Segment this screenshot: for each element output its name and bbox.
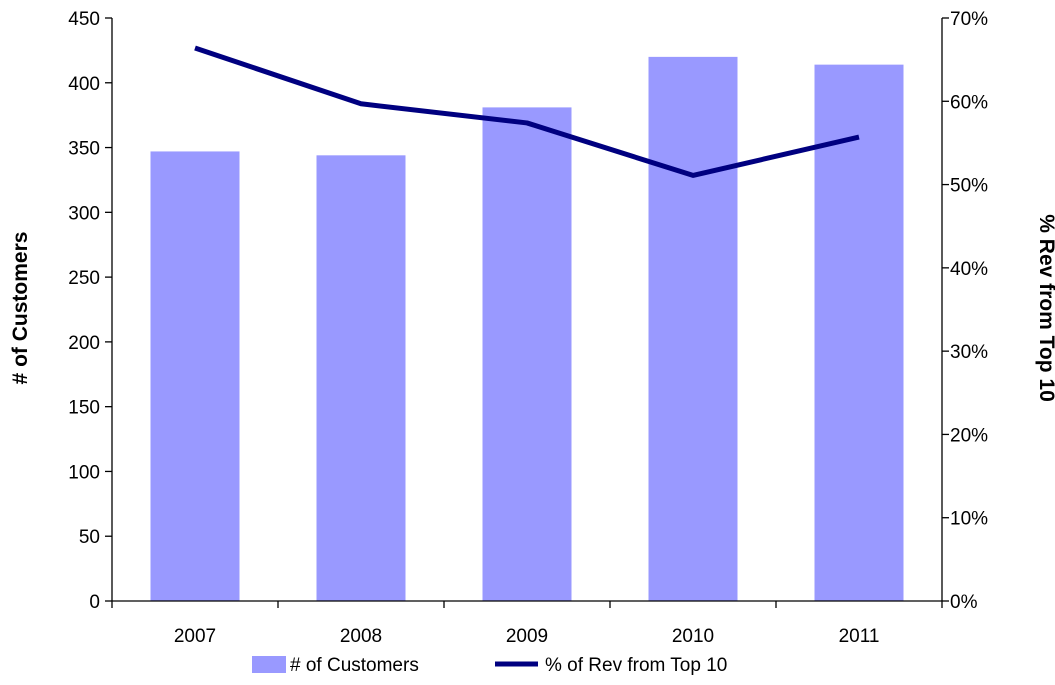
left-tick-label: 150 [68, 398, 100, 419]
right-axis-title: % Rev from Top 10 [1035, 214, 1055, 401]
line-series [194, 45, 860, 178]
right-tick-label: 0% [950, 592, 978, 613]
x-tick-label-2008: 2008 [340, 626, 382, 647]
left-tick-label: 450 [68, 9, 100, 30]
bar-2011 [814, 64, 904, 601]
bar-2010 [648, 56, 738, 602]
right-tick-label: 10% [950, 509, 988, 530]
bar-2009 [482, 107, 572, 601]
left-tick-label: 0 [89, 592, 100, 613]
right-tick-label: 20% [950, 425, 988, 446]
axes: 0 50 100 150 200 250 300 350 400 450 0% 10% 20% 30% 40… [68, 9, 988, 647]
right-tick-label: 60% [950, 92, 988, 113]
left-tick-label: 200 [68, 333, 100, 354]
left-tick-label: 300 [68, 203, 100, 224]
right-tick-label: 40% [950, 259, 988, 280]
x-tick-label-2010: 2010 [672, 626, 714, 647]
right-tick-label: 50% [950, 176, 988, 197]
legend-swatch-customers [252, 656, 286, 673]
left-tick-label: 350 [68, 139, 100, 160]
legend: # of Customers % of Rev from Top 10 [252, 655, 727, 676]
left-tick-label: 400 [68, 74, 100, 95]
x-tick-label-2011: 2011 [839, 626, 880, 647]
x-tick-label-2009: 2009 [506, 626, 548, 647]
bar-series [150, 56, 904, 602]
legend-label-customers: # of Customers [290, 655, 419, 676]
left-tick-label: 250 [68, 268, 100, 289]
left-tick-label: 100 [68, 462, 100, 483]
bar-2007 [150, 151, 240, 602]
x-tick-label-2007: 2007 [174, 626, 216, 647]
right-tick-label: 70% [950, 9, 988, 30]
legend-label-rev: % of Rev from Top 10 [545, 655, 727, 676]
bar-2008 [316, 155, 406, 601]
left-axis-title: # of Customers [9, 232, 32, 385]
left-tick-label: 50 [79, 527, 100, 548]
right-tick-label: 30% [950, 342, 988, 363]
line-path [194, 45, 860, 178]
